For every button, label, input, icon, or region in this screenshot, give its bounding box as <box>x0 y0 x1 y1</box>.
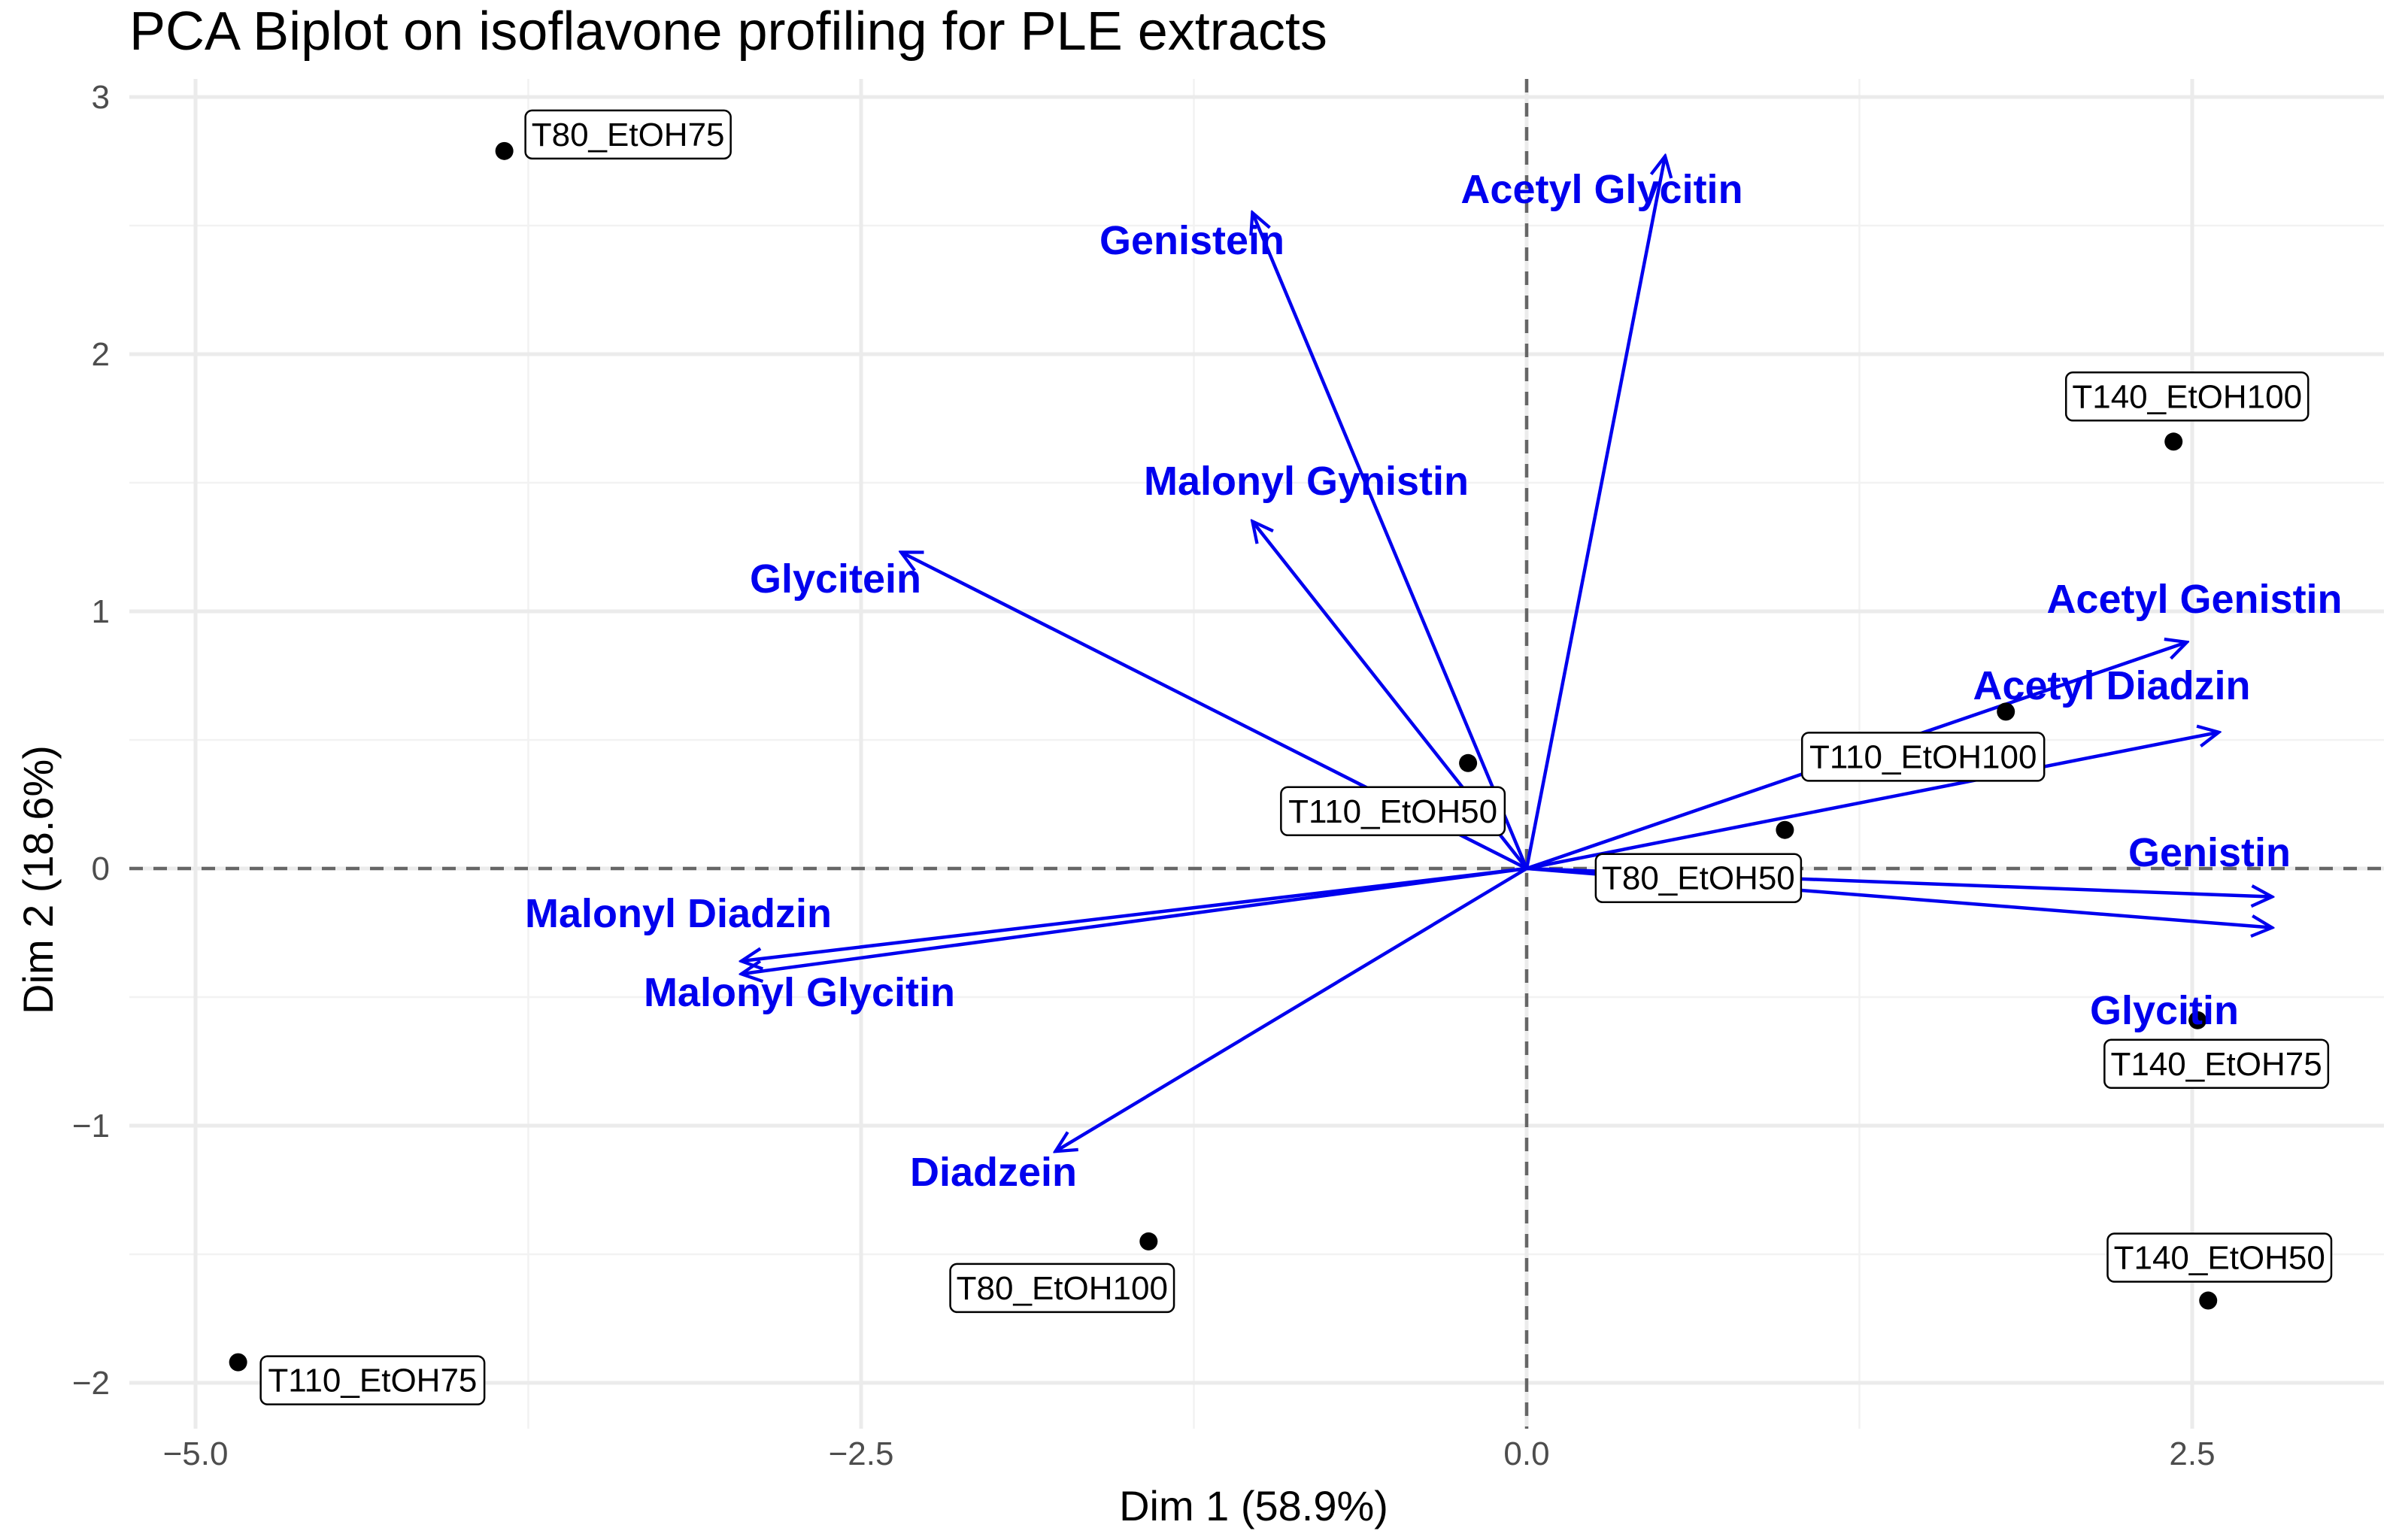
observation-point <box>2199 1291 2218 1310</box>
variable-arrows <box>742 156 2273 1152</box>
variable-label: Genistein <box>1099 218 1284 263</box>
variable-label: Malonyl Diadzin <box>525 891 832 936</box>
x-tick-label: 2.5 <box>2169 1435 2215 1472</box>
observation-label: T110_EtOH100 <box>1809 738 2037 775</box>
variable-arrow <box>742 866 1527 974</box>
observation-point <box>2164 432 2183 451</box>
observation-label: T140_EtOH50 <box>2114 1240 2325 1277</box>
observation-point <box>1459 753 1478 772</box>
chart-title: PCA Biplot on isoflavone profiling for P… <box>129 2 1327 62</box>
observation-points <box>229 141 2218 1372</box>
observation-label-box <box>1800 732 2046 782</box>
variable-labels: Acetyl Glycitin Genistein Malonyl Gynistin… <box>525 167 2343 1195</box>
y-tick-label: 0 <box>92 850 110 887</box>
x-tick-label: 0.0 <box>1503 1435 1549 1472</box>
observation-point <box>495 141 514 160</box>
observation-labels: T80_EtOH75 T110_EtOH75 T140_EtOH100 T110_Et… <box>259 109 2333 1405</box>
variable-label: Acetyl Diadzin <box>1973 663 2250 708</box>
grid <box>129 79 2384 1429</box>
observation-label: T140_EtOH100 <box>2072 378 2302 415</box>
observation-label: T110_EtOH50 <box>1288 793 1497 830</box>
variable-label: Malonyl Gynistin <box>1144 459 1469 504</box>
variable-label: Glycitein <box>750 556 921 602</box>
observation-point <box>1139 1232 1158 1250</box>
observation-label-box <box>1594 853 1803 903</box>
observation-point <box>1776 820 1794 839</box>
variable-label: Glycitin <box>2090 988 2239 1033</box>
axis-ticks: −5.0 −2.5 0.0 2.5 −2 −1 0 1 2 3 <box>72 79 2216 1472</box>
variable-label: Acetyl Genistin <box>2046 577 2342 622</box>
variable-arrow <box>1252 213 1529 869</box>
observation-label: T80_EtOH50 <box>1602 860 1795 897</box>
observation-label-box <box>2064 371 2310 422</box>
observation-point <box>229 1353 247 1372</box>
x-tick-label: −2.5 <box>829 1435 894 1472</box>
observation-label-box <box>2106 1232 2333 1283</box>
observation-label-box <box>524 109 732 160</box>
x-tick-label: −5.0 <box>163 1435 229 1472</box>
variable-label: Malonyl Glycitin <box>644 970 955 1015</box>
variable-arrow <box>1055 867 1528 1151</box>
variable-label: Acetyl Glycitin <box>1460 167 1742 212</box>
observation-label-box <box>1280 786 1506 837</box>
y-tick-label: −1 <box>72 1108 110 1144</box>
x-axis-title: Dim 1 (58.9%) <box>1119 1482 1388 1529</box>
observation-label-box <box>949 1263 1175 1314</box>
y-axis-title: Dim 2 (18.6%) <box>14 745 62 1014</box>
variable-label: Diadzein <box>910 1150 1077 1195</box>
observation-label: T80_EtOH75 <box>532 117 725 153</box>
variable-arrow <box>1526 732 2219 871</box>
observation-point <box>1997 702 2015 721</box>
variable-arrow <box>742 866 1527 961</box>
observation-label: T140_EtOH75 <box>2110 1046 2322 1083</box>
observation-label-box <box>2103 1038 2330 1090</box>
variable-arrow <box>1524 156 1665 869</box>
y-tick-label: 1 <box>92 593 110 630</box>
y-tick-label: −2 <box>72 1365 110 1402</box>
reference-lines <box>129 79 2384 1429</box>
observation-label: T80_EtOH100 <box>957 1270 1168 1307</box>
observation-label-box <box>259 1355 486 1405</box>
observation-label: T110_EtOH75 <box>268 1363 477 1399</box>
variable-label: Genistin <box>2128 830 2291 875</box>
observation-point <box>2188 1011 2207 1029</box>
y-tick-label: 3 <box>92 79 110 116</box>
y-tick-label: 2 <box>92 336 110 373</box>
